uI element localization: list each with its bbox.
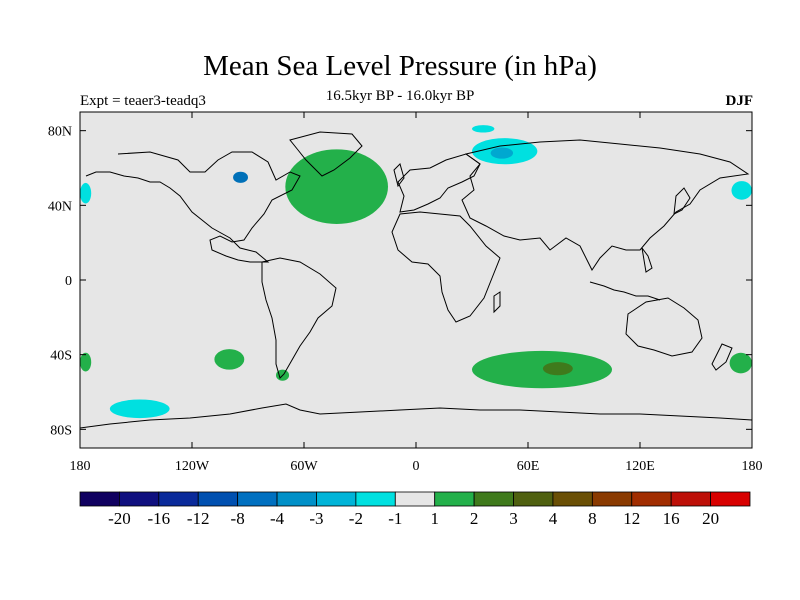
coastline-antarctica xyxy=(80,403,752,429)
anomaly-region-5 xyxy=(729,352,752,374)
anomaly-region-12 xyxy=(233,171,249,183)
colorbar-swatch-8 xyxy=(394,491,436,507)
coastline-philippines xyxy=(641,247,653,273)
colorbar-label-15: 20 xyxy=(702,509,719,528)
coastline-indonesia xyxy=(589,281,661,301)
anomaly-region-4 xyxy=(80,352,92,372)
map-subtitle: 16.5kyr BP - 16.0kyr BP xyxy=(325,88,475,104)
map-background xyxy=(80,112,752,448)
lat-tick-label-0: 80N xyxy=(48,125,72,140)
coastline-madagascar xyxy=(493,291,501,314)
anomaly-region-9 xyxy=(490,147,514,159)
colorbar-label-4: -4 xyxy=(270,509,285,528)
lon-tick-label-2: 60W xyxy=(290,459,318,474)
anomaly-region-2 xyxy=(542,362,573,376)
colorbar-label-1: -16 xyxy=(147,509,170,528)
colorbar-swatch-14 xyxy=(631,491,672,507)
colorbar-label-12: 8 xyxy=(588,509,597,528)
colorbar-label-3: -8 xyxy=(231,509,245,528)
anomaly-region-3 xyxy=(214,349,245,370)
lon-tick-label-4: 60E xyxy=(517,459,540,474)
coastline-new-zealand xyxy=(711,343,733,371)
lon-tick-label-3: 0 xyxy=(413,459,420,474)
colorbar-label-13: 12 xyxy=(623,509,640,528)
coastline-japan xyxy=(673,187,691,215)
anomaly-region-0 xyxy=(285,149,388,224)
map-title: Mean Sea Level Pressure (in hPa) xyxy=(203,50,597,82)
colorbar-label-11: 4 xyxy=(549,509,558,528)
lon-tick-label-5: 120E xyxy=(625,459,655,474)
colorbar-swatch-5 xyxy=(276,491,317,507)
anomaly-region-13 xyxy=(472,125,495,133)
coastline-asia xyxy=(461,139,750,271)
lat-tick-label-3: 40S xyxy=(50,349,72,364)
anomaly-region-11 xyxy=(80,182,92,204)
colorbar-swatch-6 xyxy=(316,491,357,507)
colorbar-label-9: 2 xyxy=(470,509,479,528)
lat-tick-label-4: 80S xyxy=(50,423,72,438)
colorbar-swatch-0 xyxy=(79,491,120,507)
coastline-north-america xyxy=(85,151,301,263)
pressure-anomaly-layer xyxy=(80,125,752,419)
colorbar-swatch-4 xyxy=(237,491,278,507)
lat-tick-label-1: 40N xyxy=(48,199,72,214)
colorbar-swatch-13 xyxy=(591,491,633,507)
anomaly-region-1 xyxy=(472,350,612,389)
colorbar-label-7: -1 xyxy=(388,509,402,528)
colorbar-swatch-16 xyxy=(710,491,751,507)
colorbar-label-8: 1 xyxy=(430,509,439,528)
colorbar-label-2: -12 xyxy=(187,509,210,528)
coastline-layer xyxy=(80,131,752,429)
colorbar-label-14: 16 xyxy=(663,509,680,528)
colorbar: -20 -16 -12 -8 -4 -3 -2 -1 1 2 3 4 8 12 16 20 xyxy=(79,491,751,528)
lon-tick-label-0: 180 xyxy=(70,459,91,474)
experiment-label: Expt = teaer3-teadq3 xyxy=(80,93,206,109)
colorbar-label-5: -3 xyxy=(309,509,323,528)
colorbar-swatch-7 xyxy=(355,491,396,507)
season-label: DJF xyxy=(725,93,754,109)
colorbar-swatch-15 xyxy=(670,491,711,507)
coastline-africa xyxy=(391,211,501,323)
colorbar-label-0: -20 xyxy=(108,509,131,528)
coastline-australia xyxy=(625,297,703,357)
colorbar-swatch-10 xyxy=(473,491,514,507)
anomaly-region-10 xyxy=(731,181,752,200)
lon-tick-label-6: 180 xyxy=(742,459,763,474)
axis-ticks: 80N 40N 0 40S 80S 180 120W 60W 0 60E 120E 180 xyxy=(48,112,763,474)
colorbar-label-10: 3 xyxy=(509,509,518,528)
colorbar-swatch-11 xyxy=(513,491,554,507)
coastline-south-america xyxy=(261,257,337,379)
colorbar-swatch-9 xyxy=(434,491,475,507)
colorbar-swatch-3 xyxy=(197,491,239,507)
coastline-british-isles xyxy=(393,163,405,188)
lon-tick-label-1: 120W xyxy=(175,459,210,474)
colorbar-swatch-1 xyxy=(119,491,160,507)
anomaly-region-7 xyxy=(109,399,170,419)
colorbar-swatch-12 xyxy=(552,491,593,507)
coastline-greenland xyxy=(289,131,363,177)
lat-tick-label-2: 0 xyxy=(65,274,72,289)
colorbar-label-6: -2 xyxy=(349,509,363,528)
colorbar-swatch-2 xyxy=(158,491,199,507)
